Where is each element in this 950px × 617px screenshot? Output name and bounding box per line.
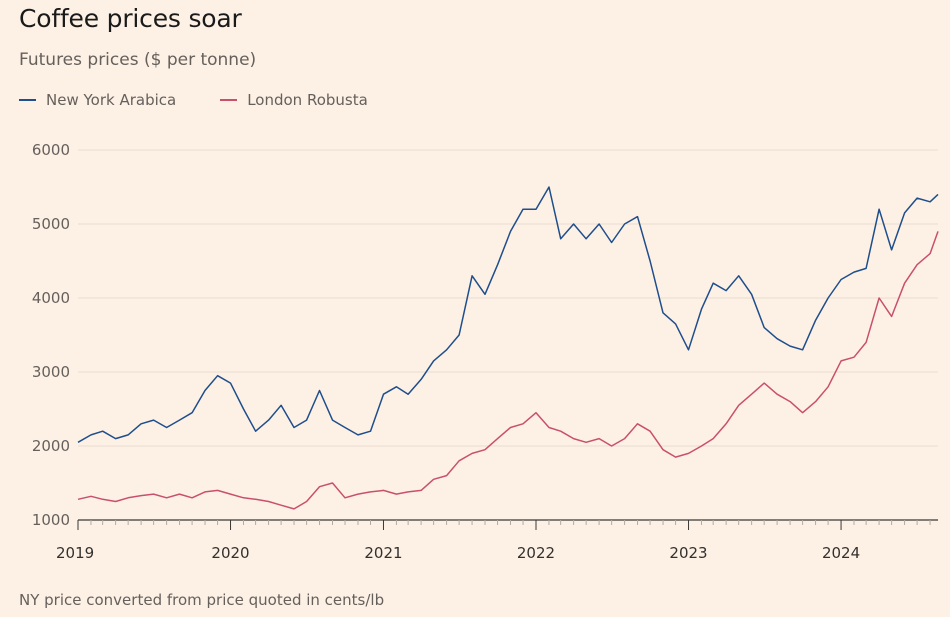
- legend-label-robusta: London Robusta: [247, 91, 368, 109]
- x-tick-label: 2024: [822, 544, 860, 562]
- chart-subtitle: Futures prices ($ per tonne): [19, 50, 257, 70]
- y-tick-label: 1000: [32, 511, 70, 529]
- legend-item-arabica: New York Arabica: [19, 91, 176, 109]
- series-lines: [77, 186, 939, 510]
- y-tick-label: 6000: [32, 141, 70, 159]
- y-tick-label: 5000: [32, 215, 70, 233]
- chart-title: Coffee prices soar: [19, 4, 242, 33]
- y-tick-label: 4000: [32, 289, 70, 307]
- x-tick-label: 2022: [517, 544, 555, 562]
- legend-swatch-arabica: [19, 99, 36, 101]
- chart-legend: New York Arabica London Robusta: [19, 91, 368, 109]
- y-tick-label: 3000: [32, 363, 70, 381]
- x-tick-label: 2023: [669, 544, 707, 562]
- x-tick-label: 2021: [364, 544, 402, 562]
- gridlines: [78, 149, 938, 447]
- chart-footnote: NY price converted from price quoted in …: [19, 591, 385, 609]
- y-tick-label: 2000: [32, 437, 70, 455]
- y-axis-tick-labels: 1000 2000 3000 4000 5000 6000: [32, 141, 70, 529]
- legend-item-robusta: London Robusta: [220, 91, 368, 109]
- series-line-arabica: [77, 186, 939, 443]
- legend-swatch-robusta: [220, 99, 238, 101]
- x-tick-label: 2019: [56, 544, 94, 562]
- x-axis: 2019 2020 2021 2022 2023 2024: [56, 519, 938, 562]
- series-line-robusta: [77, 231, 939, 510]
- x-tick-label: 2020: [211, 544, 249, 562]
- legend-label-arabica: New York Arabica: [46, 91, 177, 109]
